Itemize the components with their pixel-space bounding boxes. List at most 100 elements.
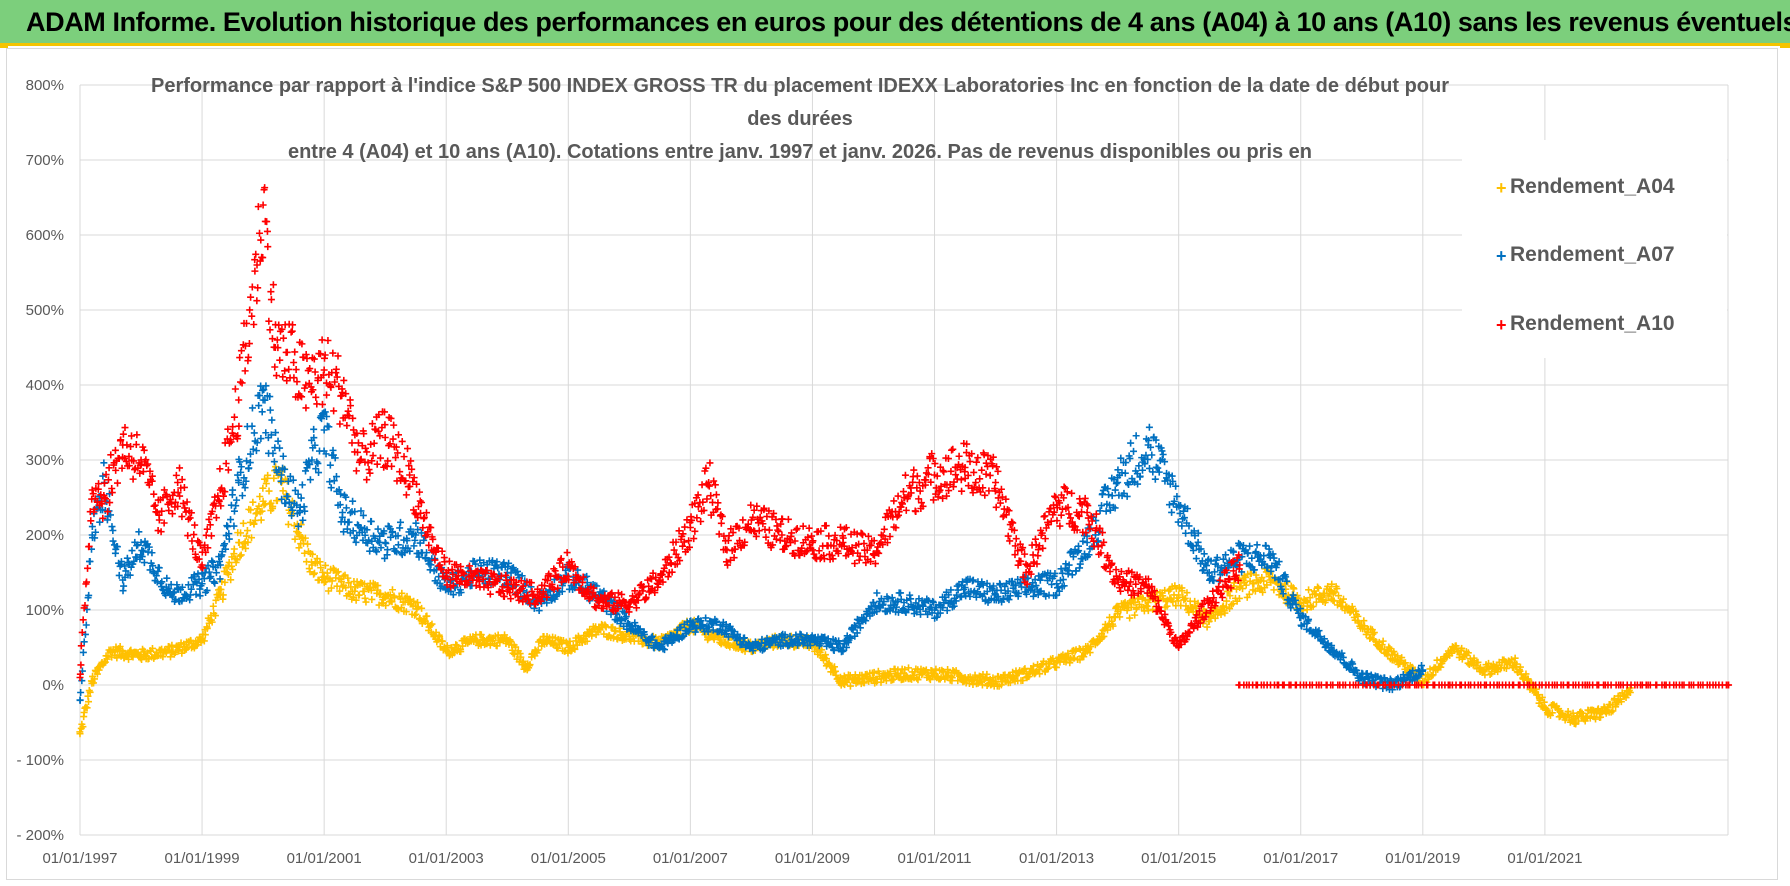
scatter-point-rendement-a04	[1036, 670, 1044, 678]
scatter-point-rendement-a07	[505, 559, 513, 567]
scatter-point-rendement-a04	[215, 590, 223, 598]
scatter-point-rendement-a10	[805, 524, 813, 532]
scatter-point-rendement-a10	[263, 218, 271, 226]
scatter-point-rendement-a10	[283, 348, 291, 356]
scatter-point-rendement-a04	[310, 570, 318, 578]
scatter-point-rendement-a04	[327, 584, 335, 592]
scatter-point-rendement-a04	[944, 666, 952, 674]
scatter-point-rendement-a04	[269, 502, 277, 510]
scatter-point-rendement-a10	[367, 440, 375, 448]
scatter-point-rendement-a04	[336, 587, 344, 595]
scatter-point-rendement-a07	[1127, 439, 1135, 447]
scatter-point-rendement-a07	[1005, 596, 1013, 604]
scatter-point-rendement-a10	[982, 470, 990, 478]
scatter-point-rendement-a07	[230, 522, 238, 530]
scatter-point-rendement-a04	[270, 474, 278, 482]
scatter-point-rendement-a10	[994, 467, 1002, 475]
scatter-point-rendement-a04	[609, 623, 617, 631]
scatter-point-rendement-a07	[1253, 541, 1261, 549]
scatter-point-rendement-a04	[410, 597, 418, 605]
y-tick-label: 100%	[26, 602, 64, 619]
y-tick-label: - 200%	[16, 827, 64, 844]
scatter-point-rendement-a04	[905, 664, 913, 672]
scatter-point-rendement-a04	[982, 674, 990, 682]
scatter-point-rendement-a07	[282, 499, 290, 507]
x-tick-label: 01/01/2009	[775, 850, 850, 867]
scatter-point-rendement-a04	[947, 672, 955, 680]
scatter-point-rendement-a10	[694, 503, 702, 511]
scatter-point-rendement-a07	[1145, 423, 1153, 431]
scatter-point-rendement-a07	[1200, 550, 1208, 558]
scatter-point-rendement-a04	[436, 633, 444, 641]
scatter-point-rendement-a04	[583, 637, 591, 645]
scatter-point-rendement-a10	[681, 523, 689, 531]
scatter-point-rendement-a10	[251, 267, 259, 275]
scatter-point-rendement-a04	[257, 516, 265, 524]
scatter-point-rendement-a07	[1098, 502, 1106, 510]
scatter-point-rendement-a07	[76, 696, 84, 704]
scatter-point-rendement-a07	[1149, 468, 1157, 476]
scatter-point-rendement-a10	[398, 437, 406, 445]
scatter-point-rendement-a10	[1216, 576, 1224, 584]
scatter-point-rendement-a07	[1174, 518, 1182, 526]
scatter-point-rendement-a04	[328, 577, 336, 585]
scatter-point-rendement-a07	[383, 546, 391, 554]
scatter-point-rendement-a07	[140, 559, 148, 567]
scatter-point-rendement-a10	[365, 466, 373, 474]
y-tick-label: 500%	[26, 302, 64, 319]
scatter-point-rendement-a07	[279, 452, 287, 460]
scatter-point-rendement-a04	[256, 492, 264, 500]
scatter-point-rendement-a10	[257, 236, 265, 244]
scatter-point-rendement-a07	[1079, 537, 1087, 545]
scatter-point-rendement-a10	[957, 476, 965, 484]
scatter-point-rendement-a04	[227, 576, 235, 584]
scatter-point-rendement-a07	[1062, 560, 1070, 568]
scatter-point-rendement-a10	[330, 407, 338, 415]
scatter-point-rendement-a07	[1151, 475, 1159, 483]
scatter-point-rendement-a10	[332, 365, 340, 373]
scatter-point-rendement-a04	[983, 670, 991, 678]
data-point-rendement-a10	[992, 479, 1000, 486]
scatter-point-rendement-a04	[886, 667, 894, 675]
scatter-point-rendement-a04	[129, 653, 137, 661]
scatter-point-rendement-a07	[1096, 507, 1104, 515]
scatter-point-rendement-a10	[949, 445, 957, 453]
scatter-point-rendement-a07	[1130, 447, 1138, 455]
y-tick-label: 700%	[26, 152, 64, 169]
y-tick-label: 600%	[26, 227, 64, 244]
scatter-point-rendement-a04	[230, 545, 238, 553]
scatter-point-rendement-a10	[910, 466, 918, 474]
scatter-point-rendement-a07	[1165, 501, 1173, 509]
scatter-point-rendement-a07	[99, 472, 107, 480]
scatter-point-rendement-a07	[233, 496, 241, 504]
scatter-point-rendement-a10	[285, 365, 293, 373]
scatter-point-rendement-a10	[739, 516, 747, 524]
scatter-point-rendement-a04	[90, 679, 98, 687]
scatter-point-rendement-a07	[1124, 479, 1132, 487]
scatter-point-rendement-a04	[362, 598, 370, 606]
scatter-point-rendement-a04	[846, 682, 854, 690]
scatter-point-rendement-a07	[227, 516, 235, 524]
scatter-point-rendement-a04	[914, 676, 922, 684]
scatter-point-rendement-a07	[268, 416, 276, 424]
scatter-point-rendement-a10	[363, 476, 371, 484]
scatter-point-rendement-a10	[248, 283, 256, 291]
scatter-point-rendement-a07	[270, 458, 278, 466]
scatter-point-rendement-a10	[784, 515, 792, 523]
y-tick-label: 400%	[26, 377, 64, 394]
scatter-point-rendement-a04	[355, 591, 363, 599]
scatter-point-rendement-a04	[428, 620, 436, 628]
scatter-point-rendement-a04	[309, 550, 317, 558]
scatter-point-rendement-a10	[799, 522, 807, 530]
scatter-point-rendement-a07	[366, 547, 374, 555]
scatter-point-rendement-a04	[860, 679, 868, 687]
scatter-point-rendement-a07	[298, 481, 306, 489]
scatter-point-rendement-a04	[519, 657, 527, 665]
scatter-point-rendement-a10	[952, 471, 960, 479]
scatter-point-rendement-a04	[237, 529, 245, 537]
scatter-point-rendement-a10	[1081, 494, 1089, 502]
scatter-point-rendement-a10	[976, 475, 984, 483]
scatter-point-rendement-a10	[267, 296, 275, 304]
scatter-point-rendement-a10	[890, 497, 898, 505]
scatter-point-rendement-a10	[899, 488, 907, 496]
